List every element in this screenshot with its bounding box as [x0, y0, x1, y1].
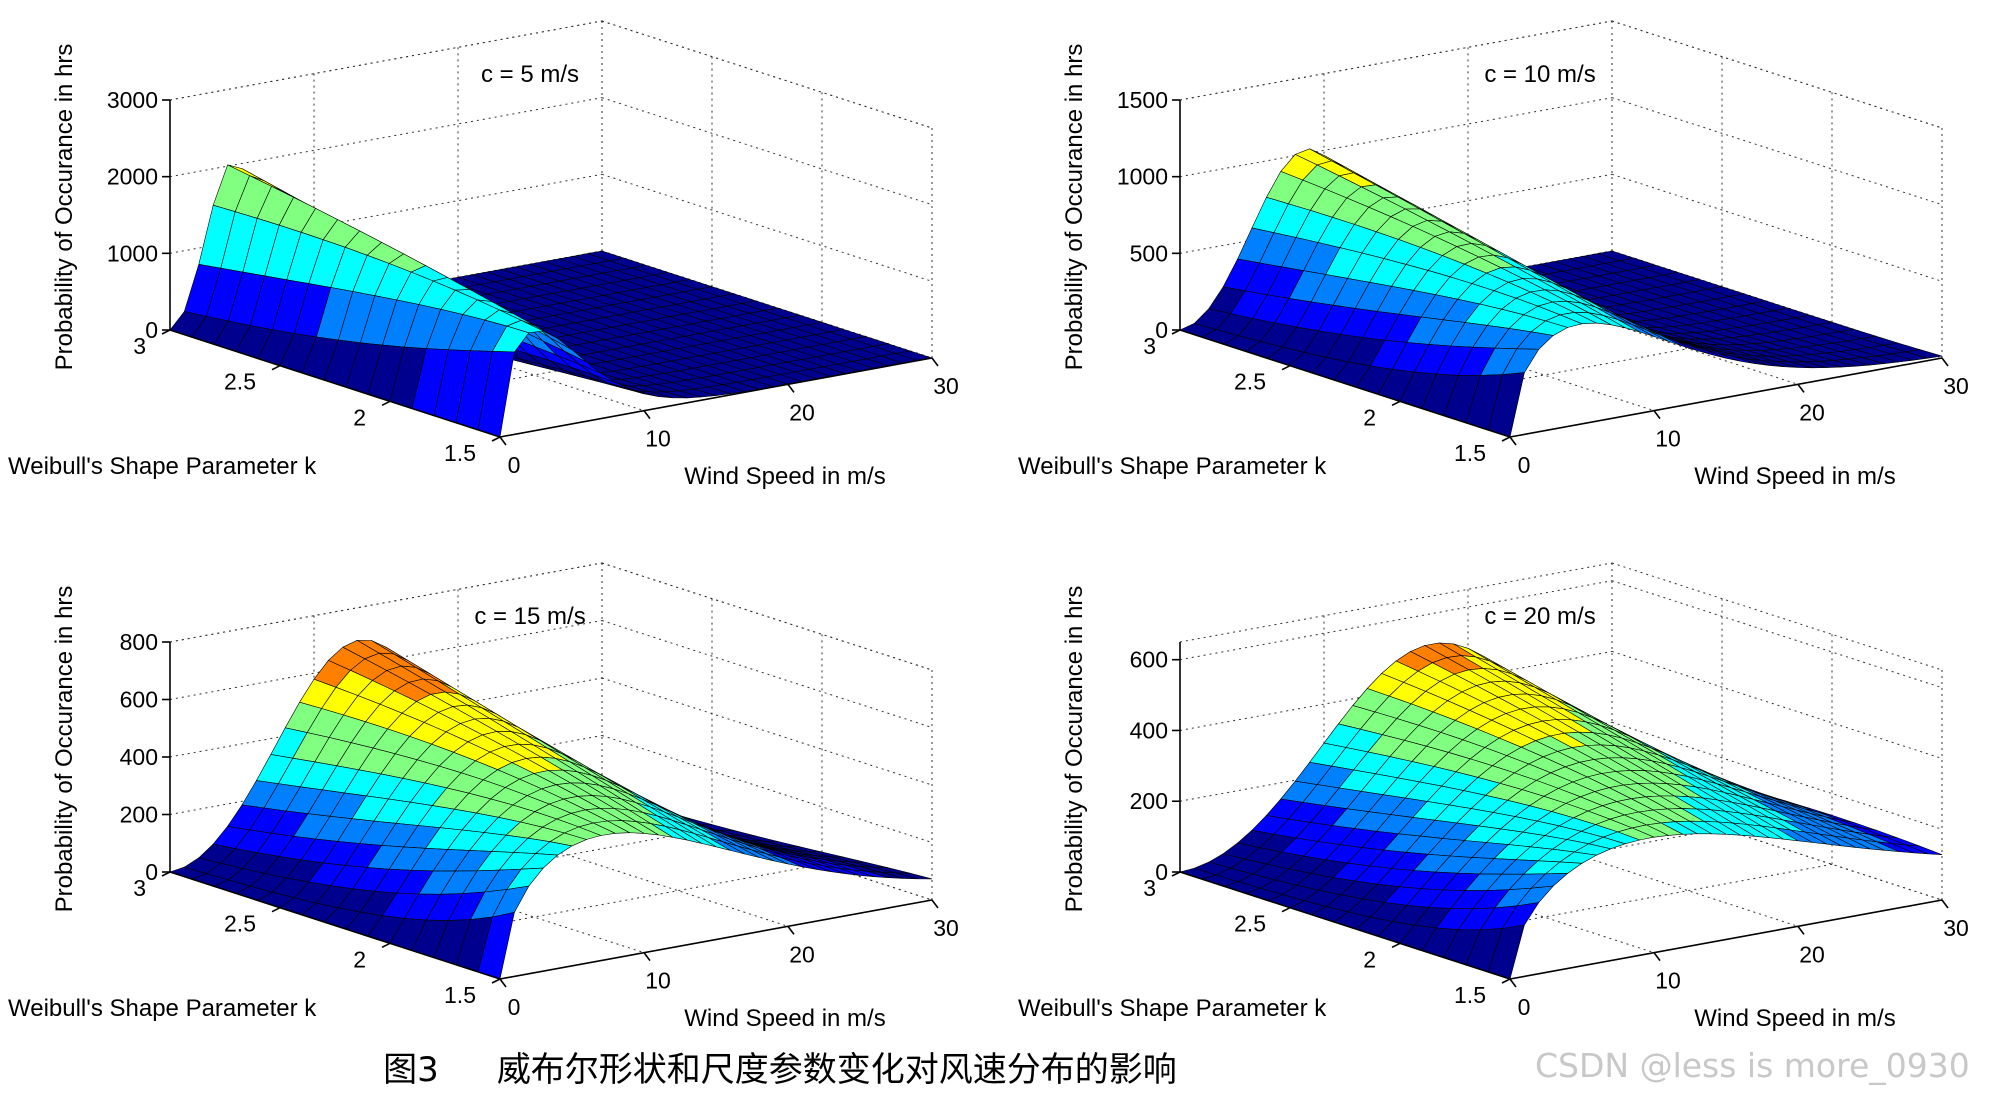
- z-axis-label: Probability of Occurance in hrs: [1061, 44, 1088, 371]
- watermark: CSDN @less is more_0930: [1535, 1046, 1970, 1085]
- y-tick-label: 2.5: [224, 369, 256, 395]
- y-axis-label: Weibull's Shape Parameter k: [1018, 995, 1327, 1022]
- x-tick-label: 0: [508, 994, 521, 1020]
- x-tick-label: 20: [789, 399, 815, 425]
- x-tick-label: 30: [1943, 915, 1969, 941]
- figure-number: 图3: [383, 1050, 439, 1090]
- x-tick-label: 10: [645, 426, 671, 452]
- x-tick-label: 30: [933, 373, 959, 399]
- x-tick-label: 30: [1943, 373, 1969, 399]
- x-tick-label: 10: [1655, 426, 1681, 452]
- x-tick-label: 0: [1518, 452, 1531, 478]
- z-axis-label: Probability of Occurance in hrs: [51, 586, 78, 913]
- surface: [169, 164, 933, 438]
- z-axis-label: Probability of Occurance in hrs: [51, 44, 78, 371]
- axes: 0 500 1000 1500 0 10 20 30 1.5 2 2.5 3: [1117, 87, 1969, 478]
- surface-chart-2: 0 500 1000 1500 0 10 20 30 1.5 2 2.5 3 Probability o…: [1018, 20, 1969, 490]
- z-tick-label: 400: [1130, 717, 1168, 743]
- y-tick-label: 2: [1363, 946, 1376, 972]
- y-tick-label: 2.5: [224, 911, 256, 937]
- x-tick-label: 0: [508, 452, 521, 478]
- z-tick-label: 200: [1130, 788, 1168, 814]
- y-tick-label: 3: [133, 333, 146, 359]
- z-tick-label: 0: [1155, 859, 1168, 885]
- y-tick-label: 2.5: [1234, 911, 1266, 937]
- z-tick-label: 3000: [107, 87, 158, 113]
- y-tick-label: 1.5: [444, 982, 476, 1008]
- z-tick-label: 500: [1130, 240, 1168, 266]
- axes: 0 200 400 600 0 10 20 30 1.5 2 2.5 3: [1130, 642, 1969, 1020]
- x-axis-label: Wind Speed in m/s: [684, 1005, 885, 1032]
- z-tick-label: 600: [120, 687, 158, 713]
- z-tick-label: 2000: [107, 164, 158, 190]
- z-tick-label: 600: [1130, 647, 1168, 673]
- y-tick-label: 2: [353, 946, 366, 972]
- x-axis-label: Wind Speed in m/s: [1694, 1005, 1895, 1032]
- surface: [1178, 642, 1943, 980]
- y-tick-label: 2: [1363, 404, 1376, 430]
- z-tick-label: 0: [145, 859, 158, 885]
- surface: [1179, 148, 1943, 438]
- x-tick-label: 20: [1799, 399, 1825, 425]
- surface-chart-3: 0 200 400 600 800 0 10 20 30 1.5 2 2.5 3 Probability …: [8, 562, 959, 1032]
- y-axis-label: Weibull's Shape Parameter k: [8, 453, 317, 480]
- chart-title: c = 15 m/s: [474, 603, 585, 630]
- y-tick-label: 1.5: [444, 440, 476, 466]
- y-axis-label: Weibull's Shape Parameter k: [1018, 453, 1327, 480]
- z-tick-label: 1500: [1117, 87, 1168, 113]
- axes: 0 1000 2000 3000 0 10 20 30 1.5 2 2.5 3: [107, 87, 959, 478]
- figure-caption: 图3 威布尔形状和尺度参数变化对风速分布的影响: [0, 1042, 1560, 1091]
- z-tick-label: 1000: [1117, 164, 1168, 190]
- x-tick-label: 0: [1518, 994, 1531, 1020]
- y-tick-label: 3: [1143, 333, 1156, 359]
- z-tick-label: 800: [120, 629, 158, 655]
- y-tick-label: 3: [133, 875, 146, 901]
- y-axis-label: Weibull's Shape Parameter k: [8, 995, 317, 1022]
- surface-chart-1: 0 1000 2000 3000 0 10 20 30 1.5 2 2.5 3 Probability …: [8, 20, 959, 490]
- x-tick-label: 10: [1655, 968, 1681, 994]
- surface: [169, 640, 933, 980]
- x-axis-label: Wind Speed in m/s: [684, 463, 885, 490]
- z-tick-label: 1000: [107, 240, 158, 266]
- y-tick-label: 1.5: [1454, 440, 1486, 466]
- y-tick-label: 2: [353, 404, 366, 430]
- y-tick-label: 2.5: [1234, 369, 1266, 395]
- z-tick-label: 400: [120, 744, 158, 770]
- figure-caption-text: 威布尔形状和尺度参数变化对风速分布的影响: [496, 1050, 1177, 1090]
- y-tick-label: 1.5: [1454, 982, 1486, 1008]
- surface-chart-4: 0 200 400 600 0 10 20 30 1.5 2 2.5 3 Probability of …: [1018, 562, 1969, 1032]
- x-tick-label: 30: [933, 915, 959, 941]
- z-axis-label: Probability of Occurance in hrs: [1061, 586, 1088, 913]
- chart-title: c = 10 m/s: [1484, 61, 1595, 88]
- z-tick-label: 0: [145, 317, 158, 343]
- x-axis-label: Wind Speed in m/s: [1694, 463, 1895, 490]
- x-tick-label: 20: [789, 941, 815, 967]
- axes: 0 200 400 600 800 0 10 20 30 1.5 2 2.5 3: [120, 629, 959, 1020]
- x-tick-label: 10: [645, 968, 671, 994]
- z-tick-label: 200: [120, 802, 158, 828]
- x-tick-label: 20: [1799, 941, 1825, 967]
- chart-title: c = 5 m/s: [481, 61, 579, 88]
- chart-title: c = 20 m/s: [1484, 603, 1595, 630]
- z-tick-label: 0: [1155, 317, 1168, 343]
- y-tick-label: 3: [1143, 875, 1156, 901]
